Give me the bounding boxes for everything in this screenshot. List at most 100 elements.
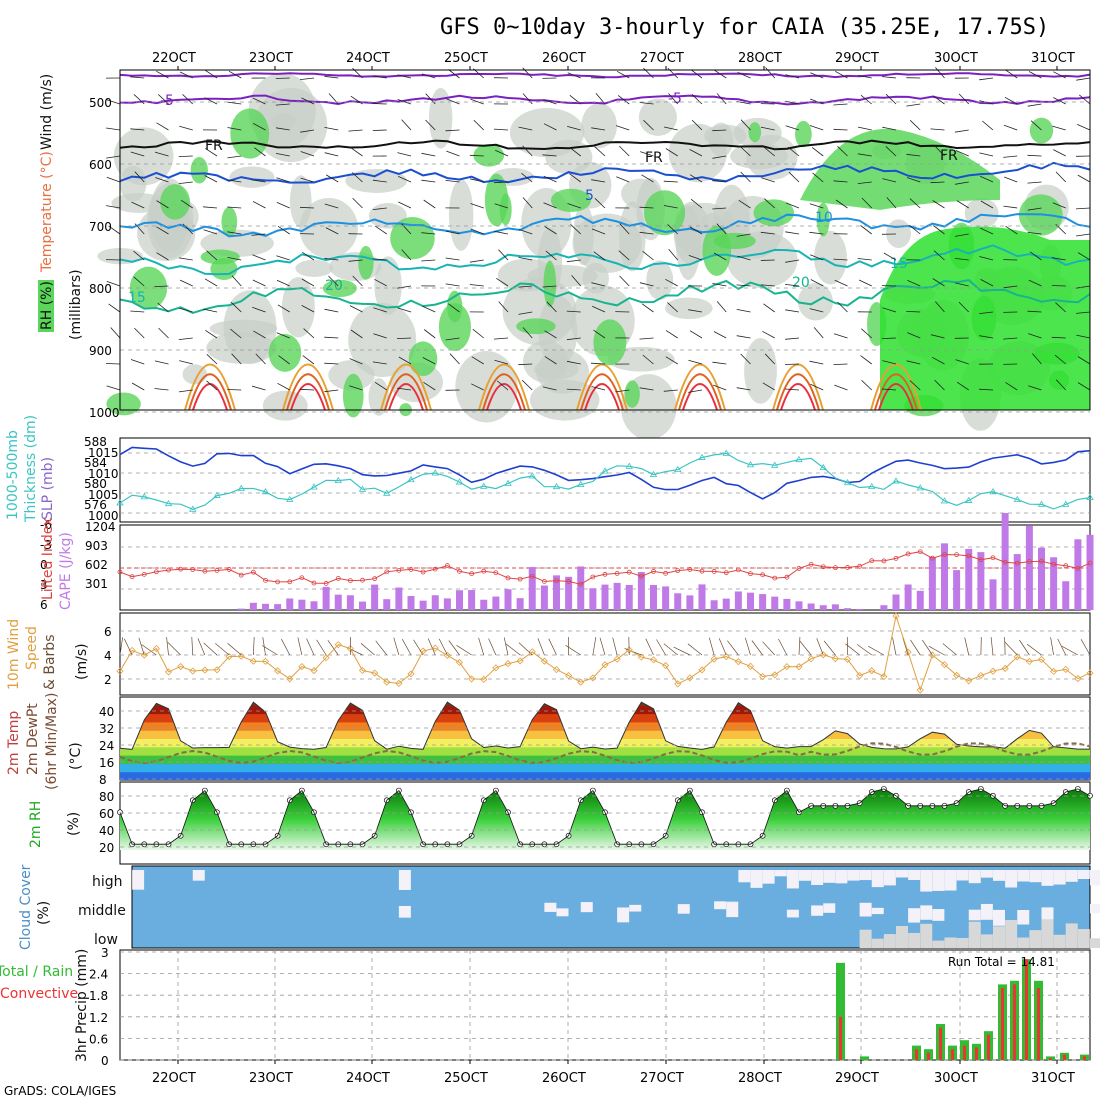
wind-barb [1053, 71, 1066, 79]
cape-bar [747, 592, 754, 610]
slp-y-tick: 1000 [88, 509, 119, 523]
wind-barb [716, 301, 727, 313]
rh-shade-grey [119, 165, 147, 202]
wind-barb [278, 355, 290, 365]
wind-barb [324, 362, 339, 365]
cape-bar [480, 599, 488, 610]
wind-speed-marker [1062, 665, 1070, 673]
wind-barb [253, 330, 266, 339]
wind-barb [543, 99, 557, 105]
precip-convective-bar [839, 1016, 842, 1060]
wind-barb [276, 202, 290, 209]
cape-bar [492, 596, 500, 610]
wind-barb [542, 154, 557, 157]
wind-barb [497, 380, 509, 391]
wind-barb [422, 305, 436, 313]
wind-barb [470, 228, 484, 235]
wind-barb [155, 177, 169, 183]
wind-barb [857, 75, 872, 79]
cape-bar [856, 608, 864, 610]
wind-barb-10m [845, 643, 860, 656]
cape-bar [807, 603, 815, 610]
lifted-index-label: Lifted Index [40, 518, 56, 600]
thickness-marker [1086, 493, 1094, 500]
wind-barb [979, 256, 994, 261]
wind-barb [833, 333, 848, 339]
wind-barb [303, 328, 315, 339]
wind-barb [493, 337, 509, 340]
wind-barb [930, 334, 945, 339]
wind-y-tick: 6 [104, 625, 112, 639]
rh-shade-green [200, 249, 240, 265]
wind-barb-10m [448, 640, 460, 656]
rh-shade-green [624, 380, 640, 408]
wind-barb [591, 386, 606, 391]
wind-barb [935, 67, 945, 79]
cape-bar [249, 602, 257, 610]
wind-barb-10m [778, 638, 788, 656]
cloud-low [968, 921, 981, 948]
wind-barb-10m [360, 643, 375, 656]
wind-barb [178, 257, 193, 261]
wind-barb [1005, 69, 1018, 79]
wind-barb [544, 330, 557, 339]
cape-bar [953, 570, 961, 610]
cape-bar [674, 593, 682, 610]
wind-barb [158, 327, 169, 339]
cape-bar [431, 595, 439, 610]
wind-barb-10m [413, 639, 424, 656]
wind-barb-10m [892, 637, 897, 656]
rh-shade-grey [744, 337, 777, 404]
wind-barb [1029, 251, 1042, 261]
cape-bar [553, 575, 560, 610]
wind-barb [106, 155, 121, 159]
cape-bar [395, 587, 403, 610]
wind-barb [324, 152, 339, 157]
wind-barb [374, 225, 387, 235]
wind-barb [712, 180, 727, 183]
wind-barb [203, 229, 218, 235]
wind-barb [1028, 385, 1042, 391]
rh-shade-green [268, 333, 302, 372]
wind-barb [130, 128, 145, 131]
wind-barb [885, 93, 897, 105]
cape-bar [565, 576, 573, 610]
contour-label: -5 [668, 91, 682, 107]
contour-label: 20 [792, 275, 810, 291]
wind-barb [760, 231, 775, 235]
wind-barb-10m [548, 638, 557, 656]
cloud-high [835, 870, 848, 884]
thickness-marker [1013, 495, 1021, 503]
wind-barb-10m [456, 645, 472, 656]
wind-barb [397, 285, 412, 289]
wind-barb [134, 327, 145, 339]
cloud-middle [871, 907, 884, 915]
thickness-marker [189, 505, 197, 512]
wind-barb-10m [119, 637, 124, 656]
temp-y-tick: 8 [99, 773, 107, 787]
wind-barb-10m [203, 642, 218, 656]
wind-barb [954, 233, 969, 237]
wind-barb [445, 129, 460, 132]
rh-shade-grey [545, 139, 593, 175]
wind-barb [665, 278, 678, 287]
rh-shade-grey [348, 302, 417, 378]
wind-barb-10m [488, 638, 497, 656]
wind-barb [909, 224, 921, 235]
temperature-contour-surface [384, 373, 428, 411]
rh-shade-green [408, 341, 438, 377]
cape-bar [989, 579, 997, 610]
wind-barb [228, 70, 242, 79]
cloud-high [1029, 870, 1042, 883]
wind-barb [567, 72, 581, 79]
wind-barb [787, 146, 800, 157]
wind-barb-10m [1004, 641, 1018, 656]
wind-barb [933, 225, 945, 235]
wind-barb-10m [902, 637, 909, 656]
cloud-low [944, 937, 957, 948]
lifted-marker [796, 566, 802, 571]
wind-barb-10m [503, 637, 509, 656]
wind-barb [712, 361, 727, 365]
wind-barb [980, 200, 994, 209]
wind-barb [445, 180, 460, 183]
